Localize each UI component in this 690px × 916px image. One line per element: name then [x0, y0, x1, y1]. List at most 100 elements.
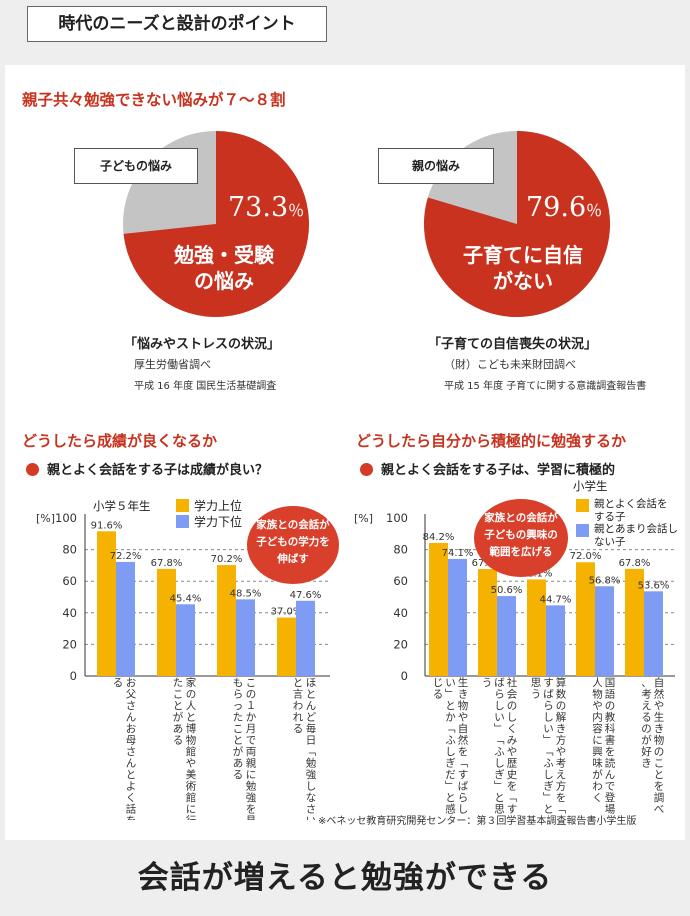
svg-text:た: た: [233, 712, 244, 724]
bar-value-label: 45.4%: [170, 593, 202, 604]
svg-text:味: 味: [592, 758, 603, 770]
svg-text:会: 会: [507, 688, 518, 701]
pie-child-source-title: 「悩みやストレスの状況」: [124, 337, 281, 352]
x-category-label: お父さんお母さんとよく話をする: [113, 677, 137, 820]
bullet-dot-icon: [360, 463, 373, 476]
bar-high: [217, 565, 236, 676]
bullet-dot-icon: [26, 463, 39, 476]
svg-text:の: の: [507, 700, 518, 712]
svg-text:両: 両: [246, 746, 257, 758]
legend-label: 親とよく会話をする子: [594, 497, 668, 523]
bar-high: [625, 568, 644, 676]
svg-text:ら: ら: [494, 689, 505, 701]
svg-text:う: う: [482, 677, 493, 689]
y-tick-label: 20: [393, 637, 408, 651]
svg-text:思: 思: [494, 804, 505, 816]
footer-title: 会話が増えると勉強ができる: [137, 860, 553, 896]
svg-text:「: 「: [456, 757, 468, 768]
svg-text:く: く: [507, 723, 518, 735]
svg-text:い: い: [543, 723, 554, 735]
svg-text:物: 物: [592, 688, 603, 701]
svg-text:ば: ば: [543, 689, 554, 701]
left-bubble-line1: 家族との会話が: [256, 519, 330, 531]
svg-text:ぎ: ぎ: [494, 768, 505, 781]
top-heading: 親子共々勉強できない悩みが７～８割: [22, 91, 286, 109]
svg-text:さ: さ: [306, 804, 317, 816]
bar-value-label: 72.0%: [570, 551, 602, 562]
bar-value-label: 50.6%: [491, 585, 523, 596]
svg-text:と: と: [186, 712, 197, 724]
svg-text:勉: 勉: [306, 757, 317, 770]
left-section-bullet: 親とよく会話をする子は成績が良い？: [26, 459, 268, 478]
pie-parent-source-title: 「子育ての自信喪失の状況」: [428, 337, 598, 352]
svg-text:や: や: [654, 700, 665, 712]
y-tick-label: 40: [62, 606, 77, 620]
bar-high: [576, 562, 595, 676]
svg-text:を: を: [507, 781, 518, 793]
svg-text:興: 興: [592, 746, 603, 758]
svg-text:く: く: [126, 792, 137, 804]
svg-text:「: 「: [444, 723, 456, 734]
svg-text:こ: こ: [246, 677, 257, 689]
bar-value-label: 53.6%: [638, 580, 670, 591]
svg-text:れ: れ: [293, 712, 304, 724]
pie-parent-box-label: 親の悩み: [378, 148, 494, 184]
svg-text:自: 自: [458, 722, 469, 735]
svg-text:わ: わ: [293, 700, 304, 712]
svg-text:お: お: [126, 677, 137, 689]
svg-text:父: 父: [126, 689, 137, 701]
svg-text:と: と: [306, 689, 317, 701]
svg-text:ん: ん: [126, 712, 137, 724]
svg-text:数: 数: [556, 688, 567, 701]
y-tick-label: 0: [401, 669, 408, 683]
x-category-label: この１か月で両親に勉強を見てもらったことがある: [233, 677, 257, 820]
bar-high: [527, 579, 546, 676]
svg-text:、: 、: [641, 677, 652, 689]
right-section-heading: どうしたら自分から積極的に勉強するか: [356, 432, 627, 450]
svg-text:し: し: [494, 758, 505, 770]
svg-text:な: な: [306, 792, 317, 804]
svg-text:話: 話: [126, 803, 137, 816]
svg-text:る: る: [641, 712, 652, 724]
svg-text:を: を: [654, 781, 665, 793]
svg-text:し: し: [543, 712, 554, 724]
svg-text:き: き: [654, 723, 665, 735]
svg-text:月: 月: [246, 723, 257, 735]
svg-text:日: 日: [306, 735, 317, 747]
svg-text:ん: ん: [126, 758, 137, 770]
pie-parent-caption-line1: 子育てに自信: [463, 243, 583, 267]
svg-text:よ: よ: [126, 781, 137, 793]
bar-value-label: 74.1%: [442, 548, 474, 559]
bar-value-label: 56.8%: [589, 575, 621, 586]
svg-text:く: く: [592, 792, 603, 804]
y-tick-label: 0: [70, 669, 77, 683]
bar-low: [236, 599, 255, 676]
bar-value-label: 84.2%: [423, 532, 455, 543]
svg-text:る: る: [293, 723, 304, 735]
svg-text:に: に: [592, 735, 603, 747]
svg-text:ば: ば: [494, 677, 505, 689]
svg-text:さ: さ: [126, 746, 137, 758]
svg-text:自: 自: [654, 676, 665, 689]
svg-text:か: か: [445, 712, 456, 724]
svg-text:こ: こ: [173, 689, 184, 701]
source-note: ※ベネッセ教育研究開発センター：第３回学習基本調査報告書小学生版: [318, 816, 637, 827]
svg-text:言: 言: [293, 688, 304, 701]
svg-text:好: 好: [641, 746, 652, 758]
svg-text:ほ: ほ: [306, 677, 317, 689]
pie-child-percent: 73.3％: [228, 192, 305, 223]
legend-swatch: [576, 524, 589, 537]
svg-text:考: 考: [641, 689, 652, 701]
svg-text:博: 博: [186, 722, 197, 735]
svg-text:母: 母: [126, 735, 137, 747]
pie-child-source-org: 厚生労働省調べ: [134, 358, 211, 371]
svg-text:し: し: [494, 700, 505, 712]
svg-text:史: 史: [507, 769, 518, 781]
svg-text:」: 」: [493, 723, 505, 734]
svg-text:い: い: [494, 712, 505, 724]
pie-parent-percent: 79.6％: [526, 192, 603, 223]
bar-low: [448, 558, 467, 676]
